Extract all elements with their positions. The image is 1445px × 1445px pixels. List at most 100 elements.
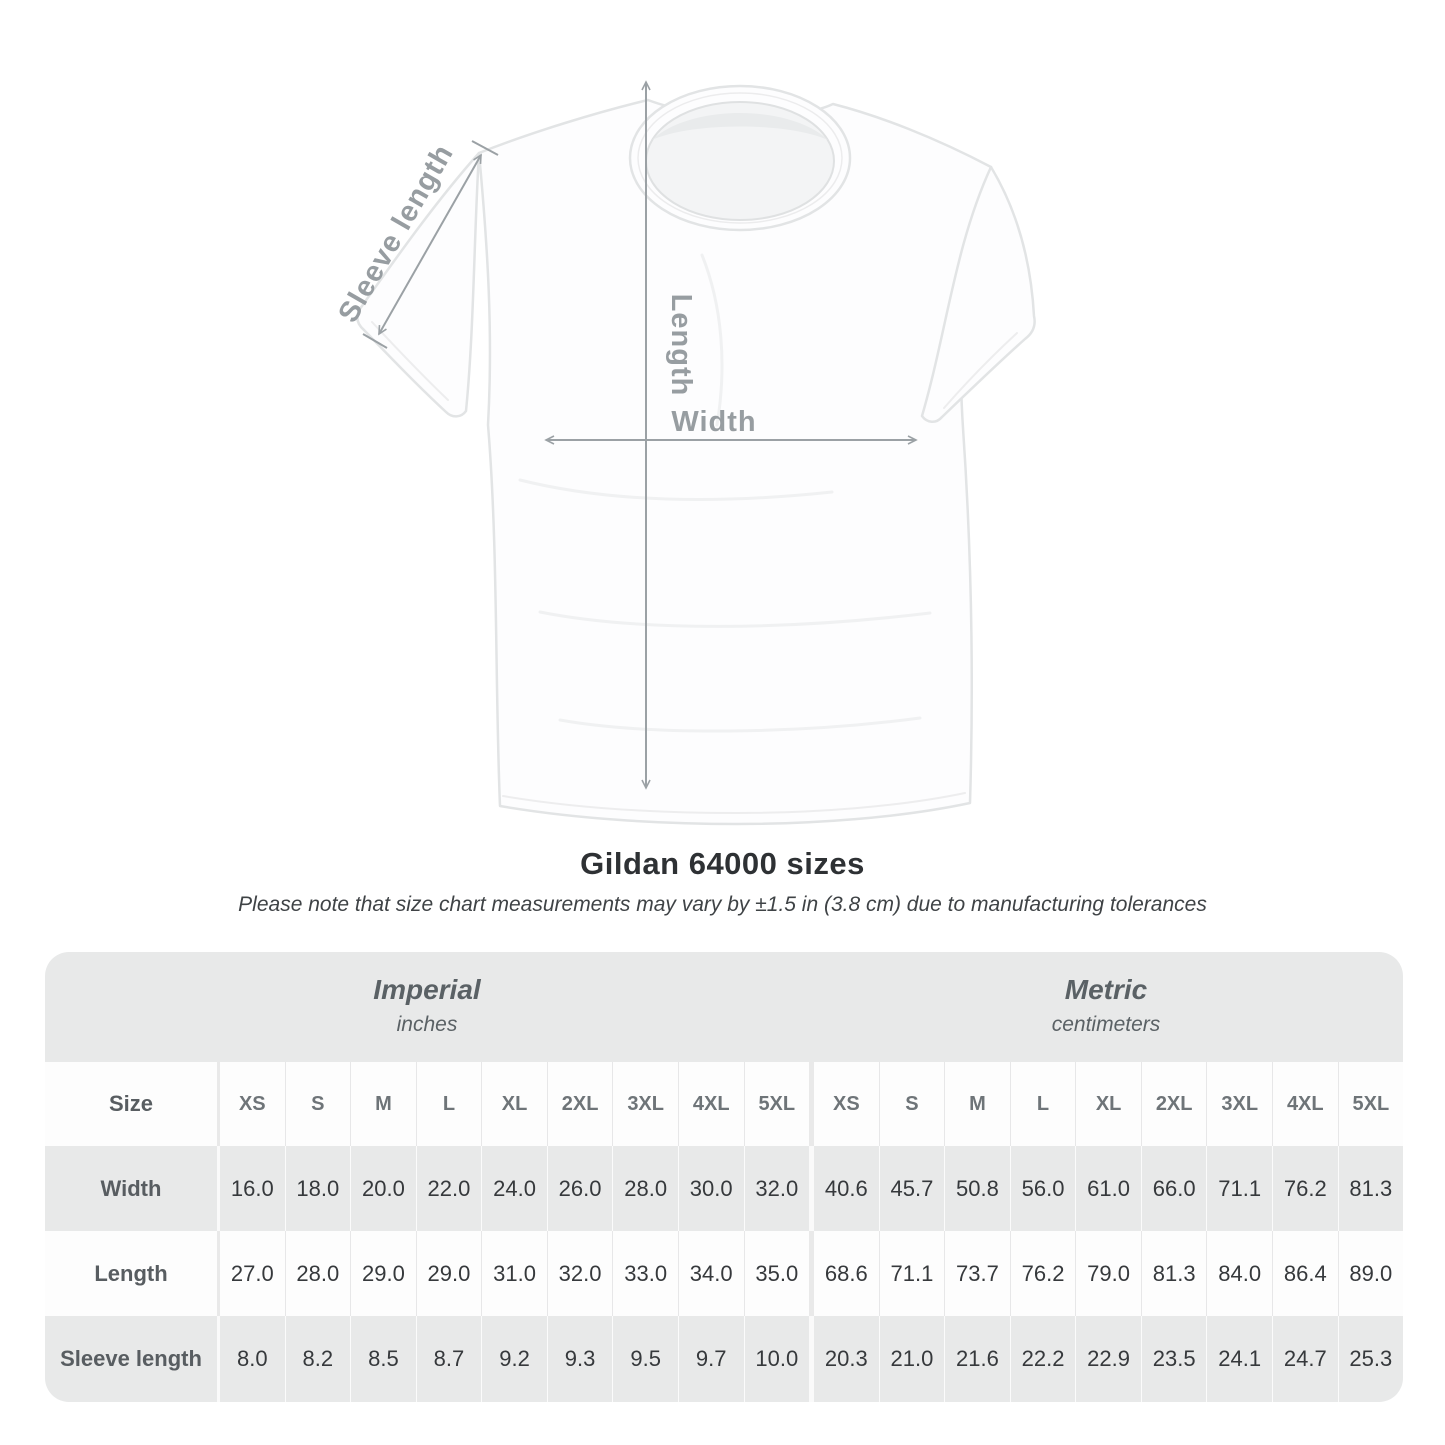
value-cell: 20.3 — [824, 1346, 868, 1371]
value-cell: 81.3 — [1140, 1231, 1207, 1316]
size-column-header: 3XL — [1206, 1062, 1272, 1146]
value-cell: 28.0 — [284, 1231, 351, 1316]
size-column-header: 4XL — [677, 1062, 744, 1146]
value-cell: 8.0 — [236, 1346, 268, 1371]
value-cell: 61.0 — [1075, 1146, 1141, 1231]
value-cell: 21.6 — [944, 1316, 1010, 1402]
metric-section-unit: centimeters — [1051, 1013, 1161, 1036]
value-cell: 45.7 — [878, 1146, 945, 1231]
size-column-header: M — [944, 1062, 1010, 1146]
value-cell: 76.2 — [1009, 1231, 1076, 1316]
value-cell: 20.0 — [350, 1146, 416, 1231]
metric-section-header: Metric centimeters — [809, 952, 1403, 1062]
value-cell: 68.6 — [824, 1260, 868, 1286]
tshirt-figure: Sleeve length Length Width — [330, 50, 1050, 840]
row-label: Length — [94, 1260, 168, 1286]
value-cell: 76.2 — [1272, 1146, 1338, 1231]
value-cell: 40.6 — [824, 1175, 868, 1201]
value-cell: 24.1 — [1206, 1316, 1272, 1402]
section-divider — [809, 1062, 815, 1146]
size-table: Imperial inches Metric centimeters Size X… — [45, 952, 1403, 1402]
value-cell: 29.0 — [415, 1231, 482, 1316]
size-column-header: 5XL — [1337, 1062, 1403, 1146]
value-cell: 56.0 — [1009, 1146, 1076, 1231]
value-cell: 33.0 — [612, 1231, 678, 1316]
value-cell: 29.0 — [350, 1231, 416, 1316]
section-divider — [809, 1146, 815, 1231]
size-column-header: S — [284, 1062, 351, 1146]
value-cell: 26.0 — [546, 1146, 613, 1231]
value-cell: 18.0 — [284, 1146, 351, 1231]
size-column-header: XS — [833, 1092, 860, 1115]
value-cell: 71.1 — [1206, 1146, 1272, 1231]
value-cell: 89.0 — [1337, 1231, 1403, 1316]
size-column-header: 4XL — [1272, 1062, 1338, 1146]
value-cell: 9.5 — [612, 1316, 678, 1402]
value-cell: 8.5 — [350, 1316, 416, 1402]
value-cell: 10.0 — [743, 1316, 810, 1402]
value-cell: 16.0 — [230, 1175, 274, 1201]
value-cell: 30.0 — [677, 1146, 744, 1231]
value-cell: 31.0 — [481, 1231, 547, 1316]
size-column-header: L — [415, 1062, 482, 1146]
value-cell: 86.4 — [1272, 1231, 1338, 1316]
imperial-section-header: Imperial inches — [45, 952, 809, 1062]
value-cell: 79.0 — [1075, 1231, 1141, 1316]
table-row: Width 16.0 18.0 20.0 22.0 24.0 26.0 28.0 30.0 32.… — [45, 1146, 1403, 1231]
value-cell: 22.2 — [1009, 1316, 1076, 1402]
sleeve-length-arrow — [362, 140, 499, 349]
size-column-header: 3XL — [612, 1062, 678, 1146]
size-column-header: S — [878, 1062, 945, 1146]
value-cell: 28.0 — [612, 1146, 678, 1231]
value-cell: 32.0 — [743, 1146, 810, 1231]
label-divider — [217, 1231, 220, 1316]
size-column-header: M — [350, 1062, 416, 1146]
imperial-section-unit: inches — [396, 1013, 458, 1036]
value-cell: 9.3 — [546, 1316, 613, 1402]
table-body: Size XS S M L XL 2XL 3XL 4XL 5XL XS S M L XL 2XL 3XL 4XL 5… — [45, 1062, 1403, 1402]
value-cell: 84.0 — [1206, 1231, 1272, 1316]
section-divider — [809, 1316, 815, 1402]
label-divider — [217, 1062, 220, 1146]
value-cell: 22.9 — [1075, 1316, 1141, 1402]
value-cell: 8.7 — [415, 1316, 482, 1402]
table-row: Length 27.0 28.0 29.0 29.0 31.0 32.0 33.0 34.0 35… — [45, 1231, 1403, 1316]
value-cell: 35.0 — [743, 1231, 810, 1316]
value-cell: 25.3 — [1337, 1316, 1403, 1402]
value-cell: 71.1 — [878, 1231, 945, 1316]
size-column-header: 2XL — [546, 1062, 613, 1146]
value-cell: 73.7 — [944, 1231, 1010, 1316]
value-cell: 34.0 — [677, 1231, 744, 1316]
tolerance-note: Please note that size chart measurements… — [238, 893, 1207, 916]
value-cell: 50.8 — [944, 1146, 1010, 1231]
section-divider — [809, 1231, 815, 1316]
value-cell: 9.7 — [677, 1316, 744, 1402]
table-section-band: Imperial inches Metric centimeters — [45, 952, 1403, 1062]
value-cell: 21.0 — [878, 1316, 945, 1402]
value-cell: 23.5 — [1140, 1316, 1207, 1402]
tshirt-diagram: Sleeve length Length Width — [332, 80, 1036, 826]
size-column-header: L — [1009, 1062, 1076, 1146]
metric-section-title: Metric — [1064, 974, 1148, 1005]
size-column-header: XL — [1075, 1062, 1141, 1146]
size-column-header: XS — [238, 1092, 266, 1115]
table-row: Sleeve length 8.0 8.2 8.5 8.7 9.2 9.3 9.5 9.7 10.… — [45, 1316, 1403, 1402]
value-cell: 27.0 — [230, 1260, 274, 1286]
value-cell: 24.0 — [481, 1146, 547, 1231]
value-cell: 66.0 — [1140, 1146, 1207, 1231]
tshirt-illustration — [356, 84, 1036, 826]
size-column-header: XL — [481, 1062, 547, 1146]
width-label: Width — [671, 406, 756, 438]
value-cell: 8.2 — [284, 1316, 351, 1402]
size-column-header: 5XL — [743, 1062, 810, 1146]
page-title: Gildan 64000 sizes — [580, 846, 865, 881]
value-cell: 81.3 — [1337, 1146, 1403, 1231]
size-header-row: Size XS S M L XL 2XL 3XL 4XL 5XL XS S M L XL 2XL 3XL 4XL 5… — [45, 1062, 1403, 1146]
label-divider — [217, 1316, 220, 1402]
length-label: Length — [665, 294, 697, 397]
row-label: Sleeve length — [60, 1346, 202, 1371]
row-label: Width — [100, 1175, 162, 1201]
imperial-section-title: Imperial — [373, 974, 481, 1005]
row-label: Size — [108, 1091, 154, 1116]
